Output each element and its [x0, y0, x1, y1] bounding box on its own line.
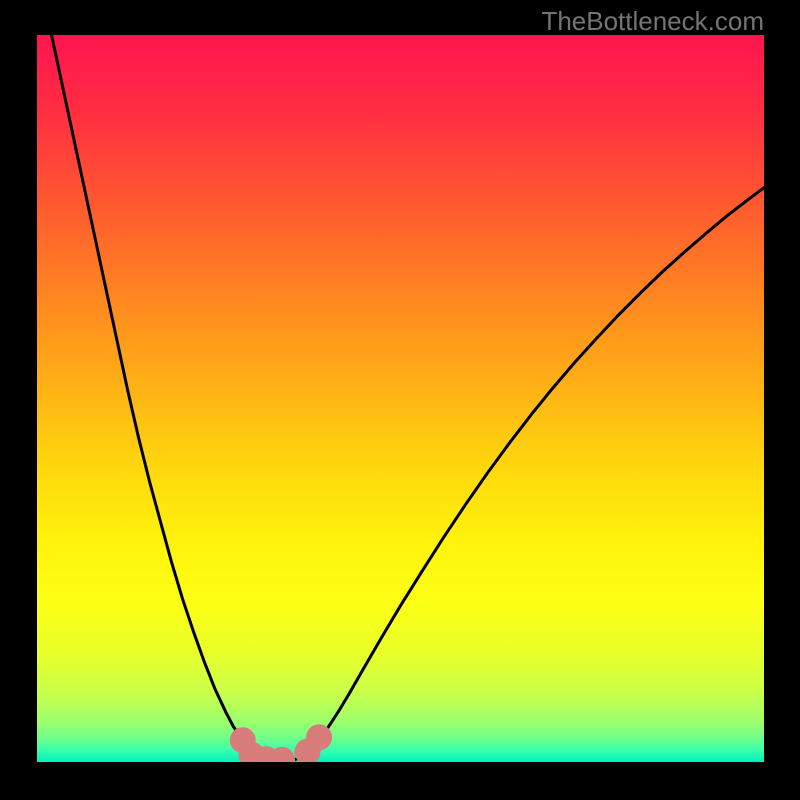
plot-area: [37, 35, 764, 762]
marker-dot: [306, 724, 332, 750]
watermark-label: TheBottleneck.com: [541, 6, 764, 37]
gradient-background: [37, 35, 764, 762]
